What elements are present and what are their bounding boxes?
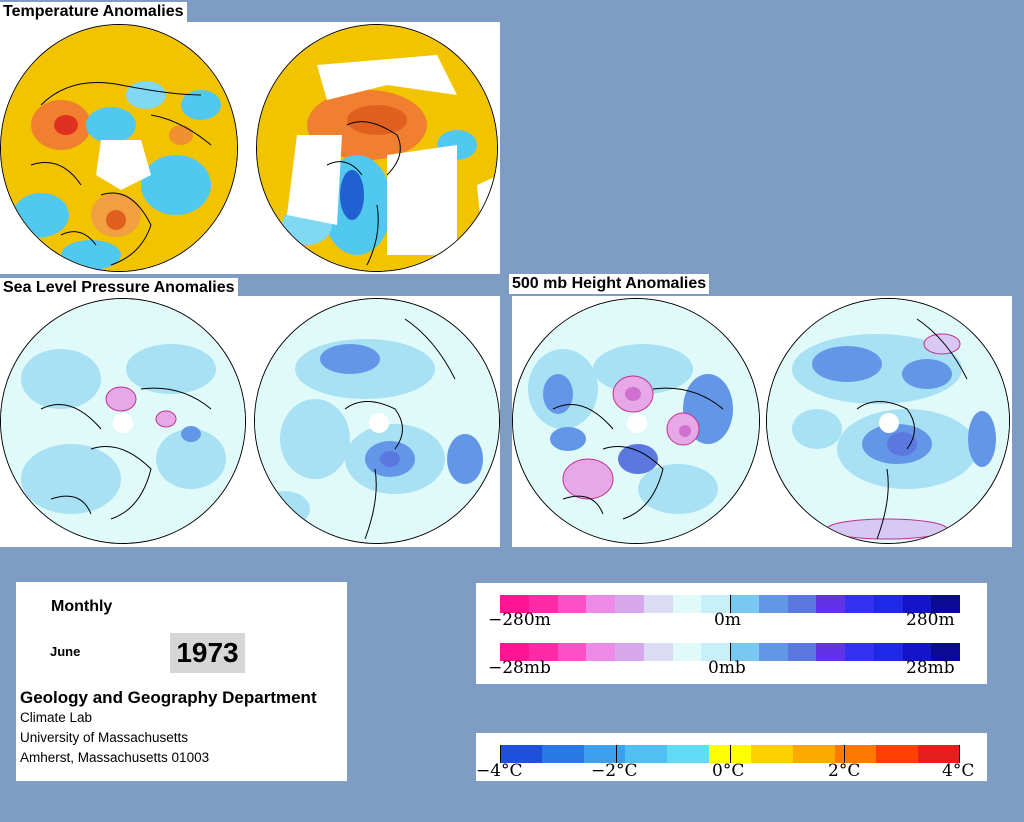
color-swatch <box>672 595 702 613</box>
color-swatch <box>792 745 835 763</box>
color-swatch <box>615 643 644 661</box>
color-swatch <box>758 643 788 661</box>
month-label: June <box>50 644 81 659</box>
temperature-tick-4: 4°C <box>942 761 975 781</box>
color-swatch <box>750 745 793 763</box>
color-swatch <box>902 643 932 661</box>
color-swatch <box>873 595 903 613</box>
color-swatch <box>918 745 960 763</box>
slp-map-southern <box>254 298 500 544</box>
temperature-map-northern <box>0 24 238 272</box>
address-label: Amherst, Massachusetts 01003 <box>20 750 210 765</box>
color-swatch <box>586 643 615 661</box>
color-swatch <box>667 745 710 763</box>
color-swatch <box>500 643 529 661</box>
height500-map-northern <box>512 298 760 544</box>
color-swatch <box>845 595 874 613</box>
color-swatch <box>931 643 960 661</box>
color-swatch <box>931 595 960 613</box>
temperature-title: Temperature Anomalies <box>0 2 187 22</box>
pressure-tick-min: −28mb <box>488 658 551 678</box>
color-swatch <box>758 595 788 613</box>
color-swatch <box>902 595 932 613</box>
pressure-color-bar <box>500 643 960 661</box>
height500-map-southern <box>766 298 1010 544</box>
height500-title: 500 mb Height Anomalies <box>509 274 710 294</box>
height-tick-max: 280m <box>906 610 955 630</box>
color-swatch <box>730 643 759 661</box>
color-swatch <box>541 745 584 763</box>
university-label: University of Massachusetts <box>20 730 189 745</box>
color-swatch <box>730 595 759 613</box>
color-swatch <box>701 595 730 613</box>
color-swatch <box>500 745 542 763</box>
color-swatch <box>873 643 903 661</box>
color-swatch <box>701 643 730 661</box>
department-label: Geology and Geography Department <box>20 688 317 707</box>
lab-label: Climate Lab <box>20 710 93 725</box>
color-swatch <box>586 595 615 613</box>
temperature-tick-minus4: −4°C <box>476 761 523 781</box>
height-color-bar <box>500 595 960 613</box>
pressure-tick-max: 28mb <box>906 658 955 678</box>
pressure-tick-center: 0mb <box>708 658 746 678</box>
temperature-legend: −4°C −2°C 0°C 2°C 4°C <box>476 733 987 781</box>
color-swatch <box>787 595 817 613</box>
temperature-tick-0: 0°C <box>712 761 745 781</box>
year-label: 1973 <box>170 633 245 673</box>
color-swatch <box>787 643 817 661</box>
color-swatch <box>816 595 845 613</box>
color-swatch <box>709 745 751 763</box>
color-swatch <box>672 643 702 661</box>
temperature-tick-2: 2°C <box>828 761 861 781</box>
color-swatch <box>583 745 626 763</box>
color-swatch <box>528 643 558 661</box>
color-swatch <box>557 595 587 613</box>
color-swatch <box>845 643 874 661</box>
color-swatch <box>876 745 919 763</box>
color-swatch <box>643 643 673 661</box>
height-pressure-legend: −280m 0m 280m −28mb 0mb 28mb <box>476 583 987 684</box>
height-tick-center: 0m <box>714 610 741 630</box>
color-swatch <box>500 595 529 613</box>
temperature-tick-minus2: −2°C <box>591 761 638 781</box>
color-swatch <box>643 595 673 613</box>
color-swatch <box>625 745 668 763</box>
color-swatch <box>615 595 644 613</box>
temperature-map-southern <box>256 24 498 272</box>
slp-title: Sea Level Pressure Anomalies <box>0 278 238 298</box>
info-panel: Monthly June 1973 Geology and Geography … <box>16 582 347 781</box>
color-swatch <box>557 643 587 661</box>
slp-map-northern <box>0 298 246 544</box>
color-swatch <box>528 595 558 613</box>
color-swatch <box>816 643 845 661</box>
period-label: Monthly <box>51 598 113 615</box>
height-tick-min: −280m <box>488 610 551 630</box>
